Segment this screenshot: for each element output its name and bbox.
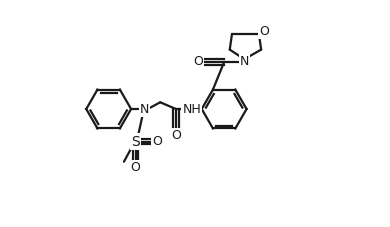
Text: O: O xyxy=(171,129,181,142)
Text: O: O xyxy=(193,55,203,68)
Text: O: O xyxy=(152,135,162,148)
Text: O: O xyxy=(259,25,269,38)
Text: O: O xyxy=(131,161,140,174)
Text: NH: NH xyxy=(182,103,201,116)
Text: S: S xyxy=(131,135,140,148)
Text: N: N xyxy=(140,103,149,116)
Text: N: N xyxy=(239,55,249,68)
